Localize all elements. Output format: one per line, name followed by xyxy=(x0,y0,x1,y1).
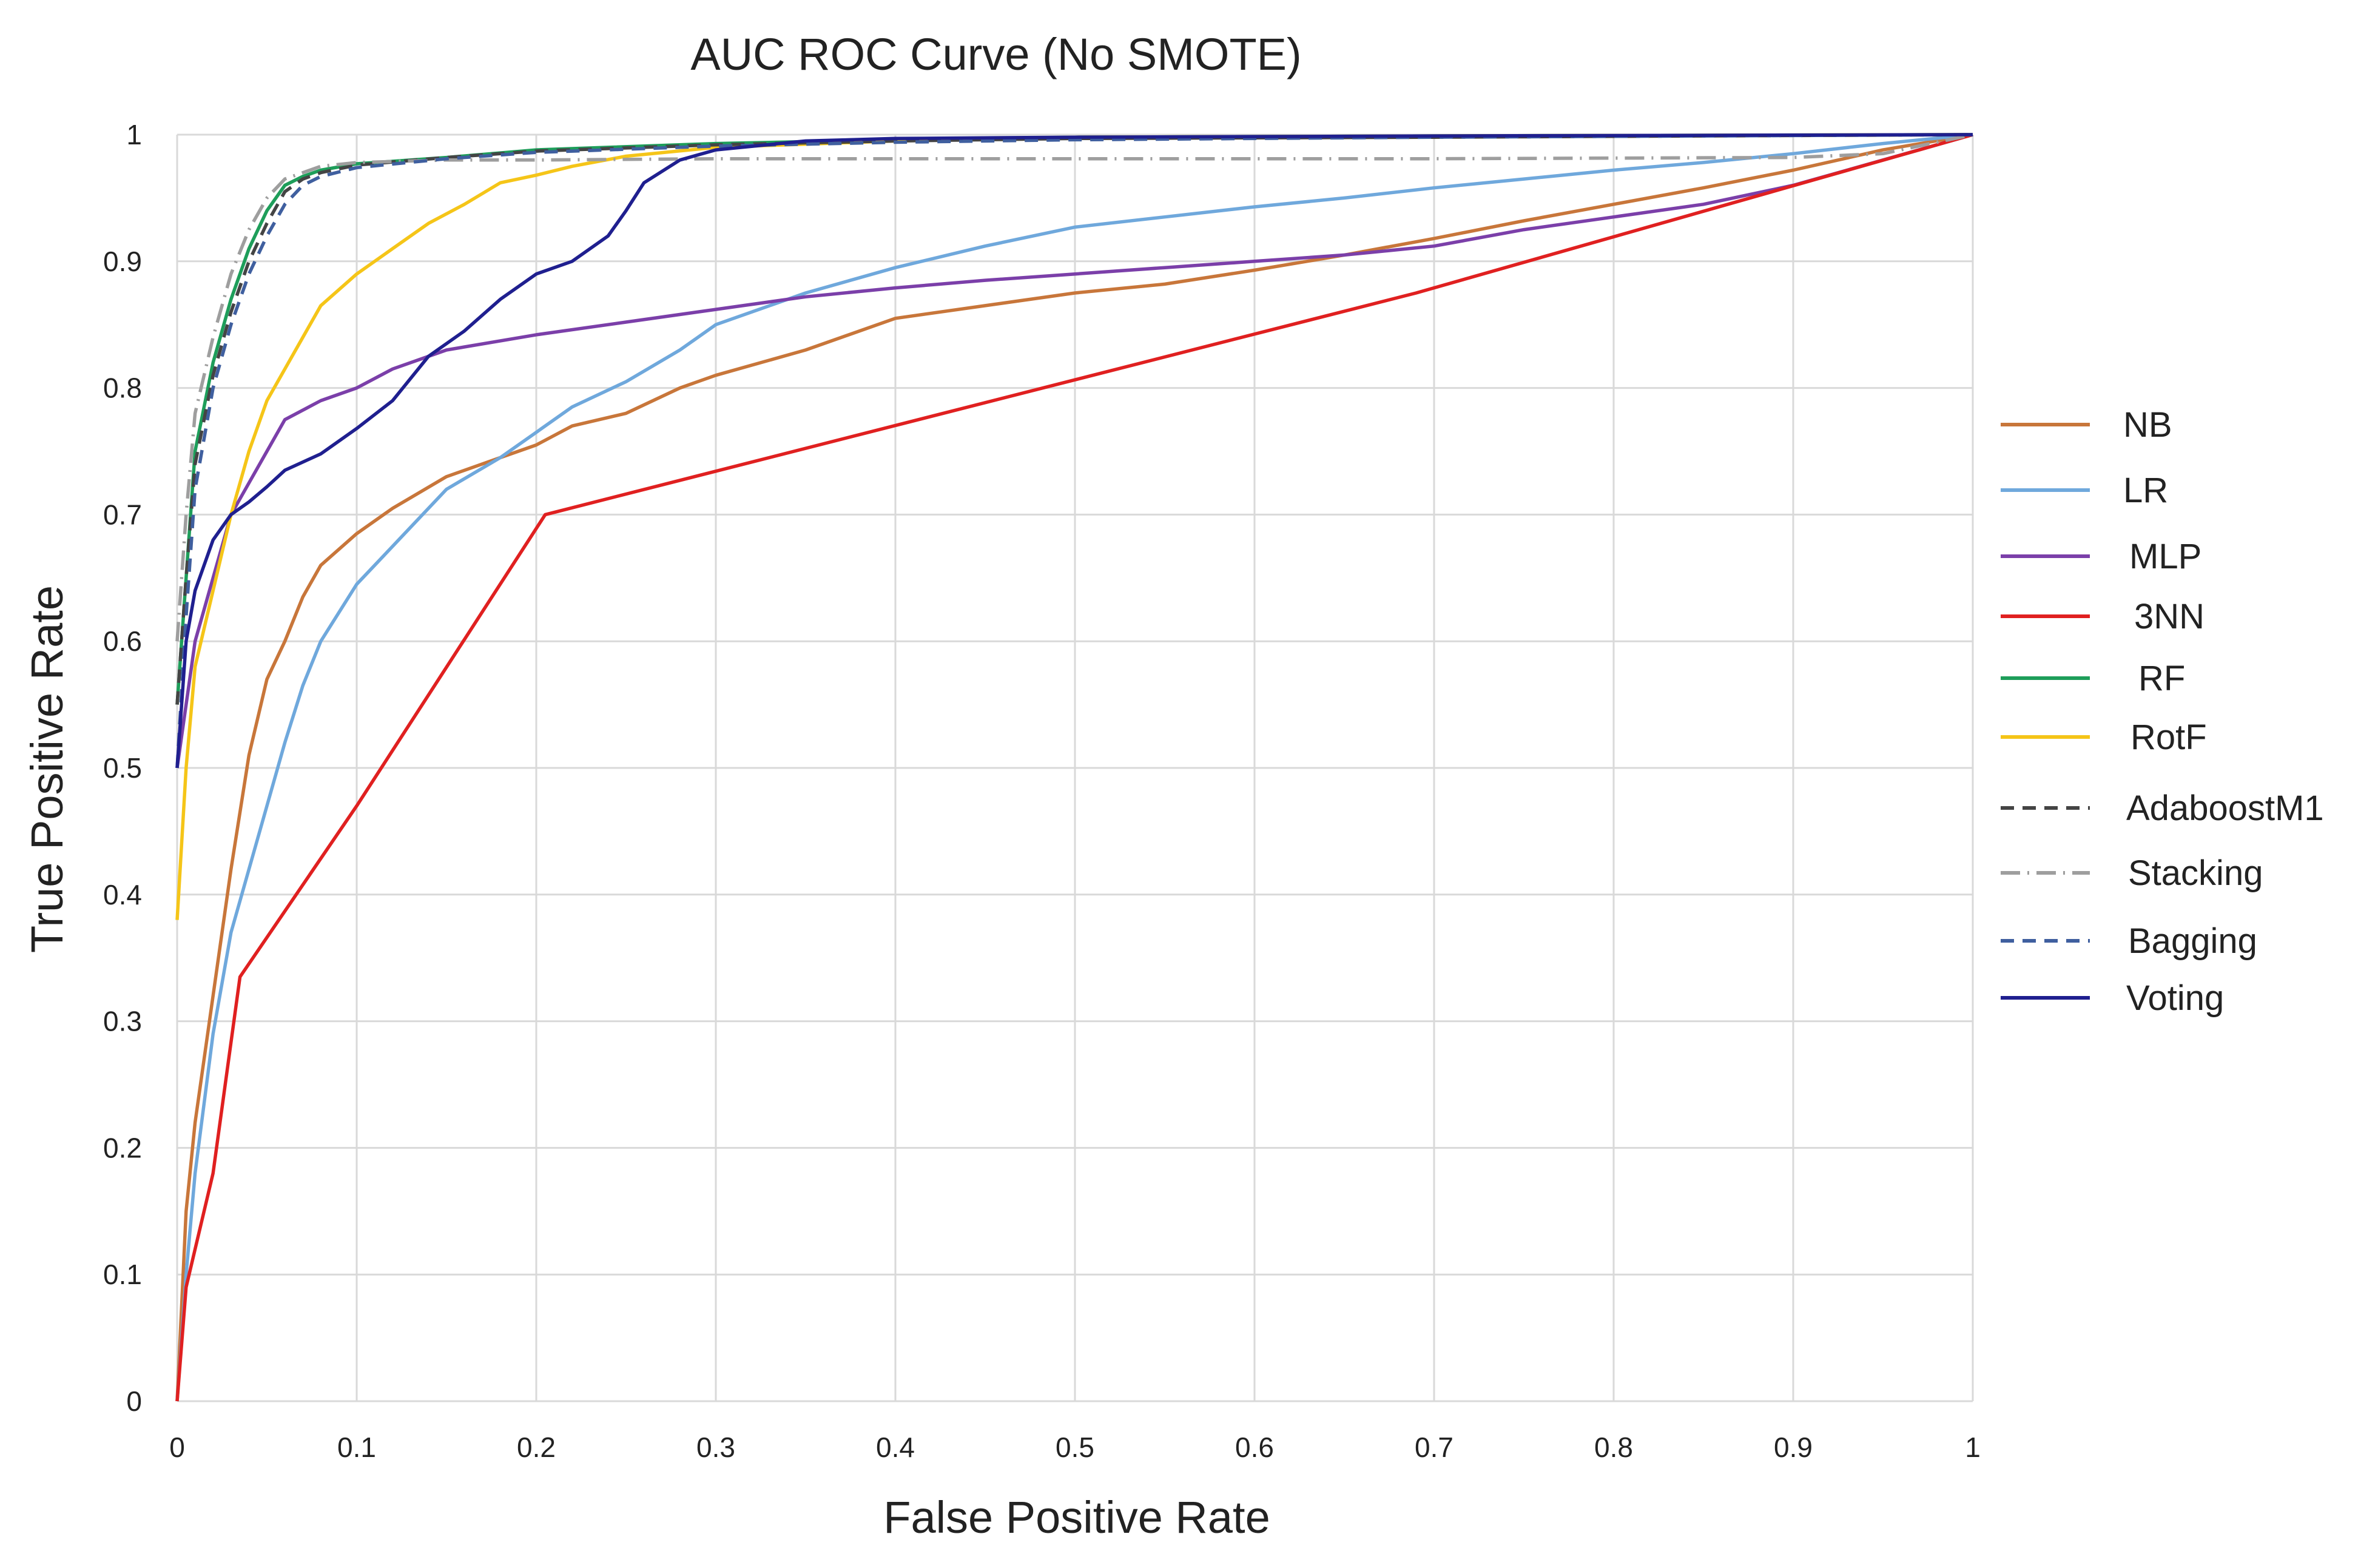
x-tick-label: 0.5 xyxy=(1056,1432,1094,1463)
legend-label-rf: RF xyxy=(2138,659,2185,698)
legend-label-voting: Voting xyxy=(2126,978,2224,1018)
y-tick-label: 0.1 xyxy=(103,1259,142,1290)
legend-label-stacking: Stacking xyxy=(2128,853,2263,893)
y-tick-label: 1 xyxy=(126,119,142,150)
y-tick-label: 0.8 xyxy=(103,372,142,404)
x-tick-label: 0.4 xyxy=(876,1432,915,1463)
x-tick-label: 1 xyxy=(1965,1432,1981,1463)
series-line-adaboostm1 xyxy=(175,133,1973,705)
legend-label-adaboostm1: AdaboostM1 xyxy=(2126,789,2324,828)
y-axis-title: True Positive Rate xyxy=(22,585,72,953)
series-line-bagging xyxy=(175,133,1973,769)
legend-label-bagging: Bagging xyxy=(2128,921,2257,961)
series-line-nb xyxy=(175,133,1973,1402)
legend: NB LR MLP 3NN RF RotF AdaboostM1 Stacking Baggin… xyxy=(2001,405,2324,1018)
legend-label-rotf: RotF xyxy=(2130,718,2207,757)
x-tick-label: 0.8 xyxy=(1594,1432,1633,1463)
legend-label-nb: NB xyxy=(2123,405,2172,445)
y-tick-label: 0.7 xyxy=(103,499,142,530)
x-tick-label: 0.3 xyxy=(696,1432,735,1463)
x-axis-title: False Positive Rate xyxy=(883,1492,1270,1543)
tick-labels: 0 0.1 0.2 0.3 0.4 0.5 0.6 0.7 0.8 0.9 1 0 0.1 0.2 0.3 0… xyxy=(103,119,1981,1463)
y-tick-label: 0.6 xyxy=(103,625,142,657)
x-tick-label: 0.7 xyxy=(1415,1432,1453,1463)
series-line-mlp xyxy=(175,133,1973,769)
y-tick-label: 0.4 xyxy=(103,879,142,910)
series-lines xyxy=(175,133,1973,1402)
legend-label-3nn: 3NN xyxy=(2134,597,2205,636)
x-tick-label: 0.6 xyxy=(1235,1432,1274,1463)
series-line-stacking xyxy=(175,133,1973,642)
series-line-lr xyxy=(175,133,1973,1402)
y-tick-label: 0.5 xyxy=(103,752,142,784)
legend-label-mlp: MLP xyxy=(2129,537,2201,576)
x-tick-label: 0 xyxy=(169,1432,185,1463)
x-tick-label: 0.2 xyxy=(517,1432,556,1463)
x-tick-label: 0.1 xyxy=(337,1432,376,1463)
series-line-voting xyxy=(175,133,1973,769)
y-tick-label: 0.9 xyxy=(103,246,142,277)
y-tick-label: 0 xyxy=(126,1385,142,1417)
legend-label-lr: LR xyxy=(2123,471,2168,510)
y-tick-label: 0.3 xyxy=(103,1006,142,1037)
series-line-3nn xyxy=(175,133,1973,1402)
chart-title: AUC ROC Curve (No SMOTE) xyxy=(690,29,1301,79)
y-tick-label: 0.2 xyxy=(103,1132,142,1163)
grid xyxy=(176,133,1974,1402)
x-tick-label: 0.9 xyxy=(1774,1432,1813,1463)
